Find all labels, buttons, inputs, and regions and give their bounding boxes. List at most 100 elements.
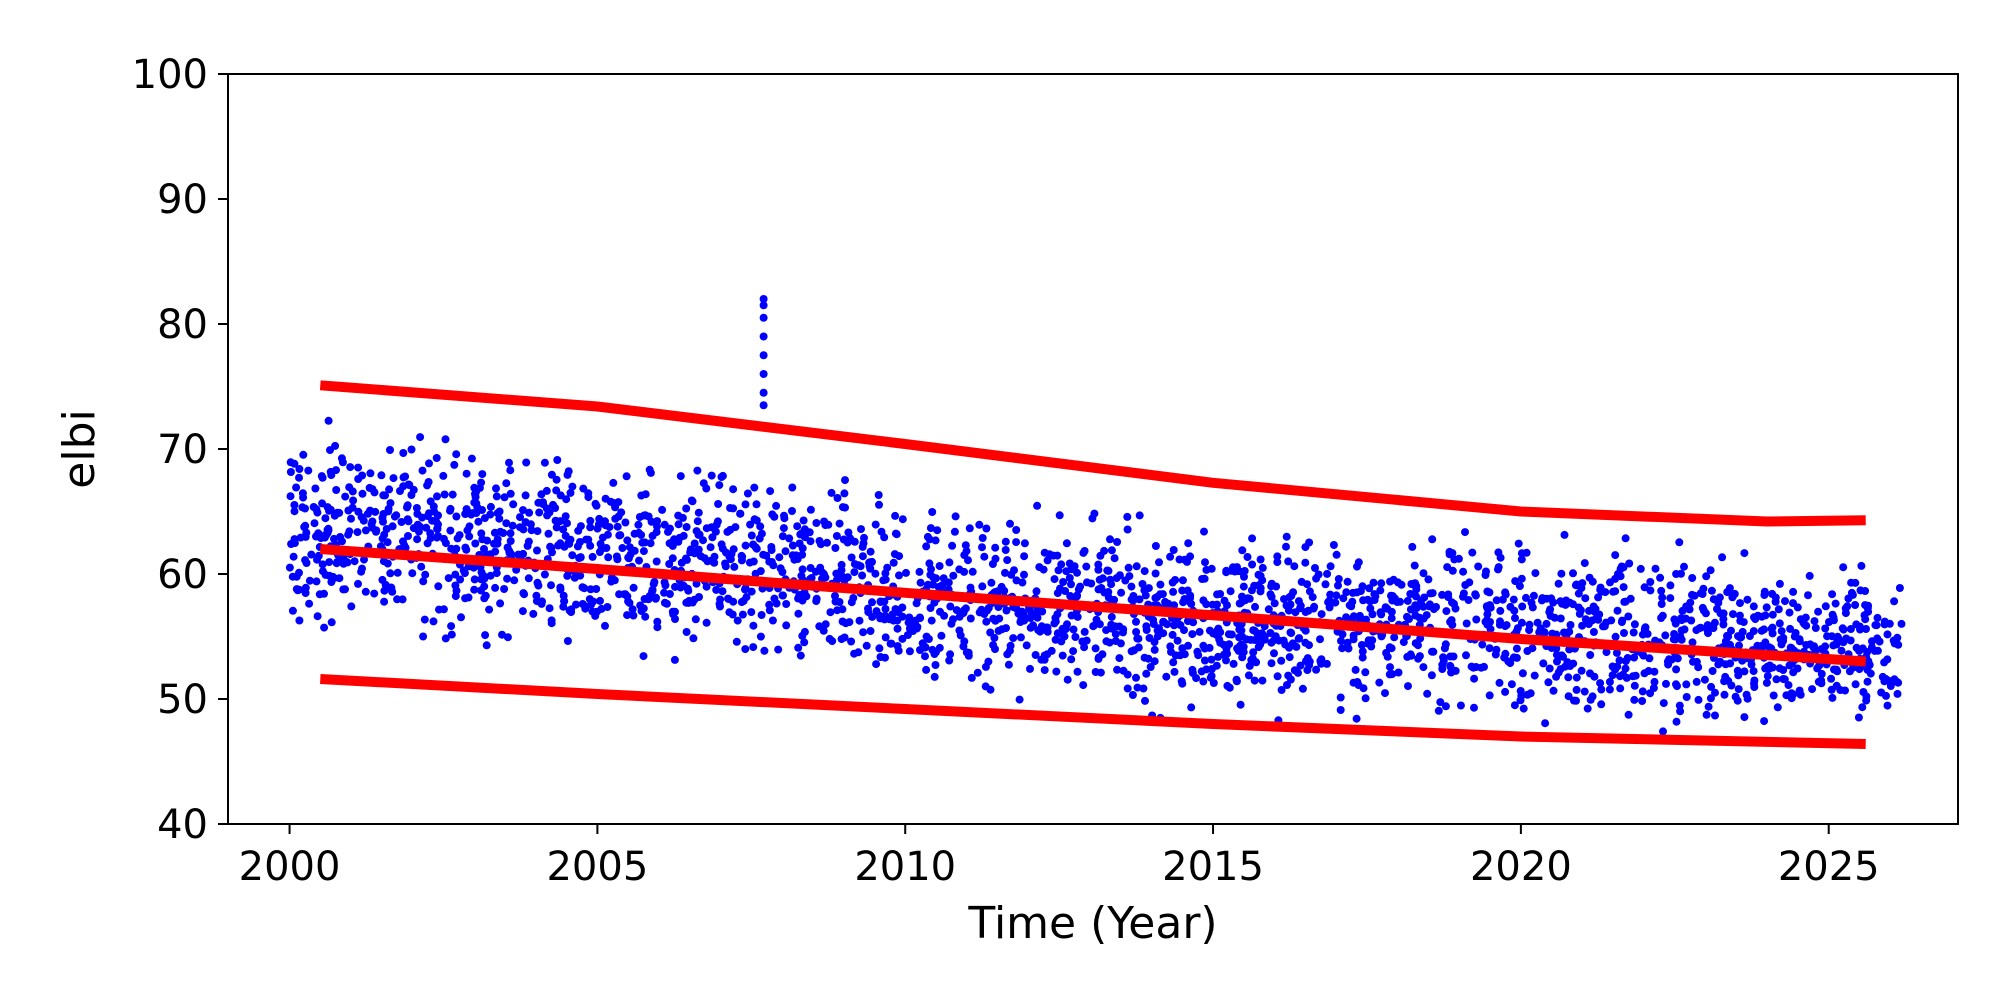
- scatter-point: [1804, 591, 1812, 600]
- scatter-point: [524, 574, 533, 583]
- scatter-point: [1638, 630, 1647, 639]
- scatter-point: [1317, 610, 1326, 619]
- outlier-point: [759, 370, 768, 378]
- scatter-point: [1062, 539, 1071, 548]
- scatter-point: [421, 570, 430, 579]
- scatter-point: [832, 569, 841, 578]
- scatter-point: [1733, 666, 1742, 675]
- scatter-point: [386, 446, 394, 454]
- scatter-point: [401, 543, 410, 552]
- scatter-point: [1142, 669, 1151, 678]
- scatter-point: [566, 535, 575, 544]
- scatter-point: [1254, 570, 1263, 579]
- scatter-point: [874, 491, 883, 499]
- scatter-point: [1349, 631, 1358, 640]
- scatter-point: [1371, 592, 1380, 601]
- scatter-point: [661, 581, 670, 590]
- scatter-point: [1067, 611, 1076, 620]
- scatter-point: [1496, 553, 1505, 562]
- scatter-point: [1854, 713, 1863, 722]
- scatter-point: [1286, 600, 1295, 609]
- scatter-point: [1549, 686, 1558, 695]
- scatter-point: [949, 571, 958, 580]
- scatter-point: [470, 585, 479, 594]
- scatter-point: [346, 463, 355, 472]
- scatter-point: [468, 509, 477, 518]
- scatter-point: [549, 500, 557, 509]
- scatter-point: [1501, 687, 1510, 696]
- scatter-point: [1229, 659, 1238, 668]
- scatter-point: [286, 468, 295, 476]
- scatter-point: [1510, 606, 1519, 615]
- scatter-point: [1243, 594, 1252, 603]
- y-tick-label: 70: [157, 427, 208, 473]
- scatter-point: [1189, 618, 1198, 627]
- scatter-point: [1052, 667, 1061, 676]
- scatter-point: [1222, 566, 1231, 575]
- scatter-point: [1550, 613, 1559, 622]
- scatter-point: [1621, 664, 1630, 673]
- scatter-point: [1115, 654, 1124, 663]
- scatter-point: [1429, 647, 1438, 656]
- scatter-point: [295, 473, 303, 482]
- scatter-point: [1270, 599, 1279, 608]
- scatter-point: [752, 500, 761, 509]
- scatter-point: [1219, 640, 1228, 649]
- scatter-point: [451, 592, 460, 601]
- scatter-point: [1343, 638, 1352, 647]
- scatter-point: [540, 570, 549, 579]
- scatter-point: [1144, 654, 1153, 663]
- scatter-point: [432, 454, 441, 462]
- scatter-point: [641, 612, 650, 621]
- scatter-point: [629, 611, 638, 620]
- scatter-point: [1483, 616, 1491, 625]
- scatter-point: [866, 547, 875, 556]
- scatter-point: [674, 520, 683, 529]
- scatter-point: [581, 604, 590, 613]
- scatter-point: [385, 485, 394, 494]
- scatter-point: [330, 534, 338, 543]
- scatter-point: [662, 599, 671, 608]
- scatter-point: [1736, 616, 1745, 625]
- scatter-point: [1649, 684, 1658, 692]
- scatter-point: [1153, 626, 1162, 635]
- scatter-point: [587, 600, 595, 609]
- scatter-point: [1280, 595, 1288, 604]
- scatter-point: [305, 599, 314, 608]
- scatter-point: [751, 569, 760, 578]
- scatter-point: [1613, 606, 1622, 615]
- scatter-point: [939, 574, 948, 583]
- scatter-point: [812, 519, 821, 527]
- scatter-point: [653, 617, 662, 626]
- outlier-point: [759, 301, 768, 310]
- scatter-point: [1611, 632, 1620, 641]
- trend-line: [319, 544, 1867, 667]
- scatter-point: [820, 517, 829, 526]
- scatter-point: [1760, 591, 1769, 599]
- scatter-point: [747, 608, 756, 617]
- scatter-point: [1127, 595, 1136, 604]
- scatter-point: [1721, 672, 1730, 681]
- scatter-point: [1750, 679, 1758, 688]
- scatter-point: [694, 508, 703, 517]
- scatter-point: [1596, 679, 1605, 688]
- scatter-point: [1107, 612, 1116, 621]
- scatter-point: [1242, 635, 1251, 644]
- scatter-point: [338, 458, 347, 467]
- scatter-point: [1492, 596, 1501, 605]
- scatter-point: [802, 592, 811, 601]
- scatter-point: [1020, 552, 1029, 561]
- scatter-point: [1518, 602, 1527, 611]
- scatter-point: [1250, 626, 1259, 635]
- scatter-point: [743, 489, 752, 498]
- scatter-point: [446, 526, 455, 535]
- scatter-point: [1240, 567, 1249, 575]
- scatter-point: [323, 503, 332, 512]
- scatter-point: [490, 539, 498, 548]
- scatter-point: [1624, 612, 1633, 621]
- scatter-point: [432, 517, 441, 526]
- scatter-point: [1831, 599, 1840, 608]
- scatter-point: [1058, 651, 1067, 660]
- scatter-point: [1843, 602, 1852, 611]
- scatter-point: [1394, 668, 1403, 677]
